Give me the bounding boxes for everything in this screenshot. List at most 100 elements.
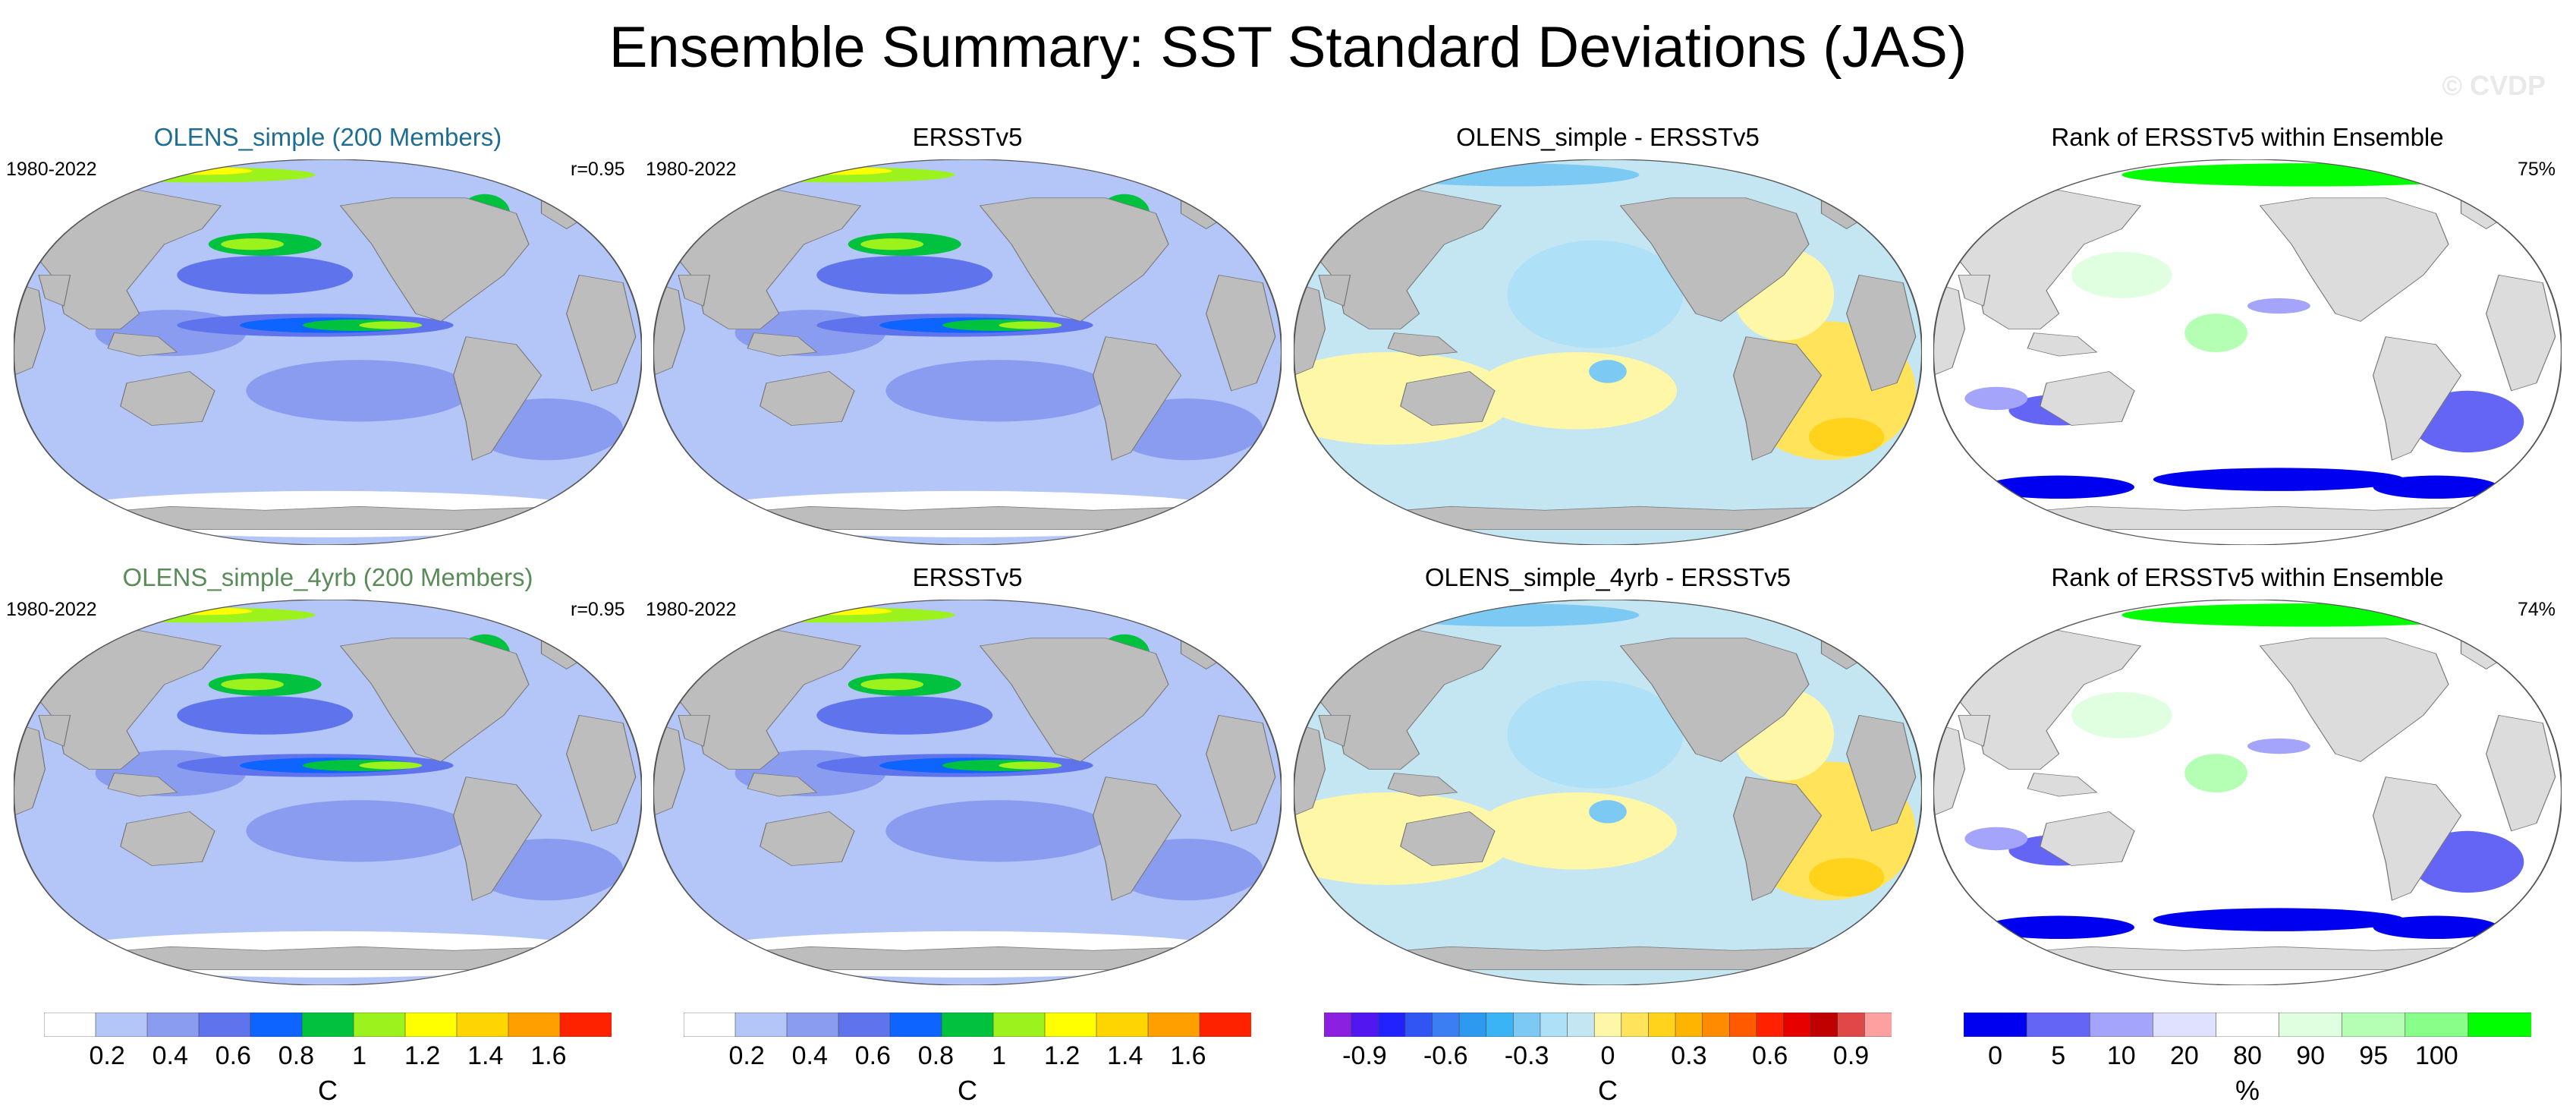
field-contour <box>2247 298 2310 314</box>
colorbar-swatch <box>1486 1013 1514 1037</box>
colorbar-tick-label: 95 <box>2359 1041 2389 1070</box>
cvdp-watermark: © CVDP <box>2442 70 2546 101</box>
colorbar <box>44 1013 612 1037</box>
colorbar-tick-label: 100 <box>2414 1041 2458 1070</box>
field-contour <box>221 679 285 691</box>
land-southAm <box>1092 336 1182 461</box>
field-contour <box>1507 680 1684 789</box>
colorbar-swatch <box>1728 1013 1757 1037</box>
map-border <box>1294 600 1922 985</box>
panel-period-label: 1980-2022 <box>646 159 737 180</box>
colorbar-tick-label: -0.6 <box>1423 1041 1468 1070</box>
field-contour <box>1388 603 1640 627</box>
colorbar-swatch <box>2279 1013 2343 1037</box>
map-border <box>1933 600 2562 985</box>
colorbar-swatch <box>2405 1013 2469 1037</box>
field-contour <box>2153 468 2405 491</box>
colorbar-tick-label: 1.2 <box>1044 1041 1080 1070</box>
land-indonesia <box>107 773 178 797</box>
land-india <box>678 715 711 747</box>
map-panel <box>1933 600 2562 985</box>
colorbar-swatch <box>786 1013 839 1037</box>
land-southAm <box>1732 336 1823 461</box>
panel-title: OLENS_simple_4yrb - ERSSTv5 <box>1424 563 1791 591</box>
colorbar-swatch <box>838 1013 891 1037</box>
colorbar-swatch <box>1096 1013 1149 1037</box>
land-india <box>38 715 71 747</box>
field-contour <box>1476 352 1678 430</box>
field-contour <box>177 696 354 735</box>
colorbar-swatch <box>1675 1013 1703 1037</box>
field-contour <box>1964 386 2028 411</box>
land-africaW <box>1294 282 1326 376</box>
colorbar-tick-label: 0.8 <box>278 1041 315 1070</box>
colorbar-swatch <box>1864 1013 1892 1037</box>
colorbar-tick-label: 0.8 <box>917 1041 955 1070</box>
land-india <box>38 275 71 307</box>
colorbar-tick-label: 1.6 <box>1170 1041 1206 1070</box>
land-africaE <box>1846 714 1917 832</box>
land-australia <box>2040 370 2135 426</box>
field-contour <box>2071 251 2172 298</box>
land-northAm <box>1619 638 1810 762</box>
map-panel <box>14 600 642 985</box>
colorbar-tick-label: 20 <box>2169 1041 2199 1070</box>
colorbar-swatch <box>2216 1013 2280 1037</box>
field-contour <box>89 167 316 183</box>
land-northAm <box>1619 197 1810 322</box>
colorbar-swatch <box>559 1013 612 1037</box>
field-contour <box>860 238 924 250</box>
land-africaW <box>1933 722 1966 817</box>
colorbar-unit-label: C <box>318 1075 338 1106</box>
colorbar-swatch <box>1837 1013 1866 1037</box>
land-africaE <box>1206 274 1276 392</box>
colorbar-tick-label: 1.4 <box>467 1041 504 1070</box>
field-contour <box>885 360 1112 422</box>
land-northAm <box>979 197 1169 322</box>
panel-stat-label: r=0.95 <box>571 159 625 180</box>
land-antarctic <box>703 946 1232 971</box>
map-border <box>1294 159 1922 545</box>
colorbar-tick-label: 0 <box>1988 1041 2003 1070</box>
field-contour <box>2153 908 2405 931</box>
panel-title: Rank of ERSSTv5 within Ensemble <box>2051 563 2444 591</box>
field-contour <box>2373 475 2499 499</box>
field-contour <box>816 696 993 735</box>
colorbar-swatch <box>508 1013 561 1037</box>
colorbar-swatch <box>2467 1013 2531 1037</box>
colorbar-tick-label: 0.9 <box>1832 1041 1870 1070</box>
panel-title: Rank of ERSSTv5 within Ensemble <box>2051 123 2444 151</box>
land-australia <box>760 811 855 866</box>
colorbar <box>1964 1013 2531 1037</box>
colorbar-tick-label: -0.3 <box>1504 1041 1549 1070</box>
land-southAm <box>1732 776 1823 901</box>
field-contour <box>1476 792 1678 870</box>
land-antarctic <box>63 946 593 971</box>
colorbar-unit-label: C <box>1598 1075 1618 1106</box>
land-africaE <box>1846 274 1917 392</box>
colorbar-swatch <box>198 1013 251 1037</box>
field-contour <box>177 256 354 294</box>
colorbar-tick-label: 0.3 <box>1671 1041 1707 1070</box>
land-southAm <box>452 336 543 461</box>
field-contour <box>246 360 473 422</box>
land-indonesia <box>2027 773 2098 797</box>
colorbar-swatch <box>1351 1013 1379 1037</box>
field-contour <box>1983 475 2134 499</box>
map-panel <box>653 159 1282 545</box>
colorbar-swatch <box>1324 1013 1352 1037</box>
map-panel <box>1294 159 1922 545</box>
colorbar-tick-label: 1.2 <box>404 1041 441 1070</box>
colorbar-tick-label: 0 <box>1600 1041 1615 1070</box>
land-antarctic <box>1343 506 1873 531</box>
map-panel <box>1933 159 2562 545</box>
field-contour <box>999 761 1062 770</box>
land-antarctic <box>1983 946 2512 971</box>
colorbar <box>684 1013 1251 1037</box>
field-contour <box>1589 800 1627 824</box>
colorbar-tick-label: 90 <box>2296 1041 2326 1070</box>
colorbar-tick-label: 0.6 <box>1752 1041 1788 1070</box>
field-contour <box>2122 163 2499 187</box>
field-contour <box>2122 603 2499 627</box>
colorbar-swatch <box>1756 1013 1785 1037</box>
